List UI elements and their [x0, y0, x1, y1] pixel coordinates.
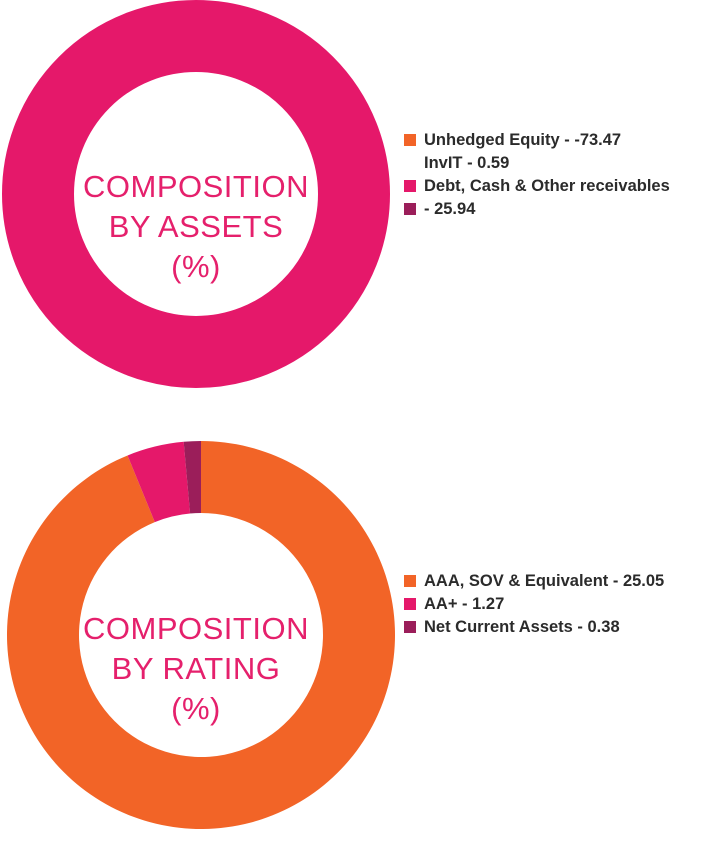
rating-title-line-3: (%): [171, 691, 221, 726]
slice-debt-cash-other-receivables: [2, 0, 390, 388]
slice-aa: [127, 441, 191, 523]
legend-item-debt-cash: Debt, Cash & Other receivables: [404, 175, 704, 198]
rating-title-line-1: COMPOSITION: [83, 611, 309, 646]
legend-label: Debt, Cash & Other receivables: [424, 177, 670, 195]
legend-item-invit: InvIT - 0.59: [404, 152, 704, 175]
legend-swatch: [404, 575, 416, 587]
legend-label: AAA, SOV & Equivalent - 25.05: [424, 572, 665, 590]
rating-chart: COMPOSITION BY RATING (%) AAA, SOV & Equ…: [0, 420, 707, 842]
assets-title-line-3: (%): [171, 249, 221, 284]
slice-net-current-assets: [183, 441, 201, 514]
legend-item-debt-value: - 25.94: [404, 198, 704, 221]
assets-title-line-1: COMPOSITION: [83, 169, 309, 204]
legend-label: - 25.94: [424, 200, 476, 218]
legend-label: AA+ - 1.27: [424, 595, 505, 613]
slice-aaa-sov-equivalent: [6, 441, 396, 829]
legend-item-aaa-sov: AAA, SOV & Equivalent - 25.05: [404, 570, 704, 593]
legend-label: InvIT - 0.59: [424, 154, 510, 172]
legend-item-aa-plus: AA+ - 1.27: [404, 593, 704, 616]
assets-center-title: COMPOSITION BY ASSETS (%): [46, 167, 346, 287]
legend-swatch: [404, 621, 416, 633]
legend-swatch: [404, 180, 416, 192]
assets-title-line-2: BY ASSETS: [108, 209, 284, 244]
legend-swatch: [404, 598, 416, 610]
legend-swatch: [404, 134, 416, 146]
assets-chart: COMPOSITION BY ASSETS (%) Unhedged Equit…: [0, 0, 707, 420]
legend-swatch: [404, 203, 416, 215]
rating-donut-chart: [6, 441, 396, 829]
legend-item-net-current-assets: Net Current Assets - 0.38: [404, 616, 704, 639]
rating-legend: AAA, SOV & Equivalent - 25.05 AA+ - 1.27…: [404, 570, 704, 639]
assets-donut-chart: [2, 0, 390, 388]
legend-item-unhedged-equity: Unhedged Equity - -73.47: [404, 129, 704, 152]
legend-label: Unhedged Equity - -73.47: [424, 131, 622, 149]
rating-title-line-2: BY RATING: [111, 651, 281, 686]
assets-legend: Unhedged Equity - -73.47 InvIT - 0.59 De…: [404, 129, 704, 221]
rating-center-title: COMPOSITION BY RATING (%): [46, 609, 346, 729]
legend-label: Net Current Assets - 0.38: [424, 618, 620, 636]
